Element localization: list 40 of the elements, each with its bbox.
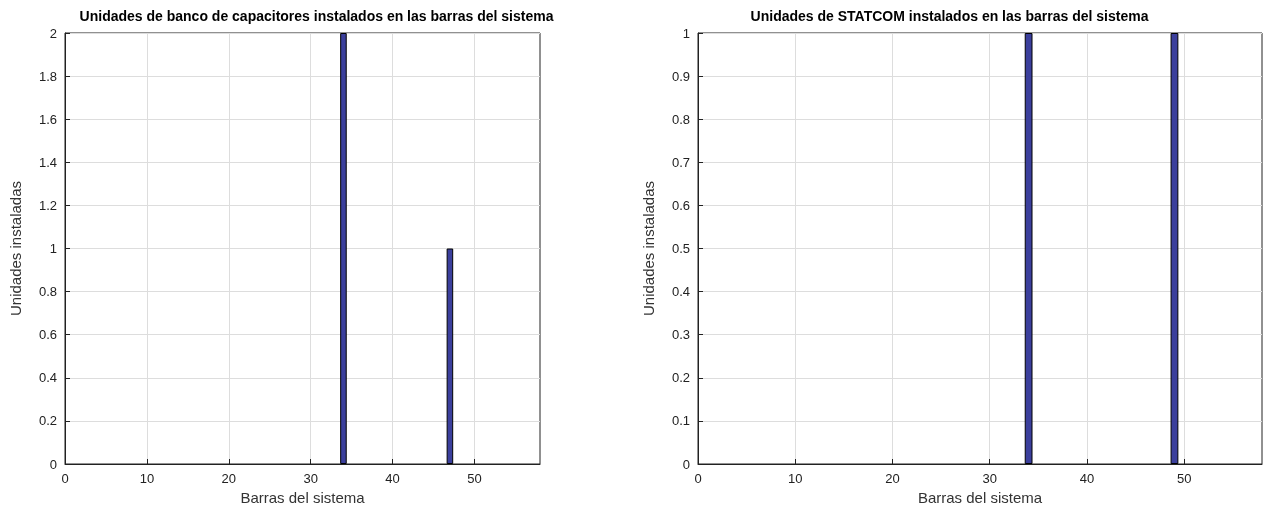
x-tick-label: 40 — [1079, 471, 1095, 486]
x-tick-label: 10 — [788, 471, 803, 486]
x-tick-label: 50 — [467, 471, 482, 486]
y-tick-label: 0.4 — [38, 370, 57, 386]
x-axis-title: Barras del sistema — [917, 489, 1043, 506]
y-tick-label: 0 — [682, 456, 690, 472]
x-tick-label: 40 — [385, 471, 400, 486]
y-tick-label: 0.6 — [671, 197, 690, 213]
x-tick-label: 50 — [1176, 471, 1192, 486]
y-tick-label: 2 — [49, 25, 57, 41]
x-tick-label: 20 — [221, 471, 237, 486]
y-tick-label: 1 — [49, 241, 57, 256]
x-tick-label: 0 — [61, 471, 69, 486]
y-tick-label: 0.1 — [671, 413, 690, 429]
x-tick-label: 30 — [303, 471, 318, 486]
y-tick-label: 0.7 — [671, 154, 690, 170]
x-tick-label: 0 — [694, 471, 702, 486]
y-tick-label: 1.6 — [38, 111, 57, 127]
x-tick-label: 30 — [982, 471, 997, 486]
y-tick-label: 0.2 — [671, 370, 690, 386]
y-tick-label: 1.4 — [38, 154, 57, 170]
y-tick-label: 0.9 — [671, 68, 690, 84]
x-tick-label: 20 — [885, 471, 900, 486]
y-tick-label: 1.2 — [38, 197, 57, 213]
y-tick-label: 0.6 — [38, 327, 57, 343]
y-axis-title: Unidades instaladas — [640, 180, 657, 317]
y-tick-label: 0.8 — [38, 284, 57, 300]
y-tick-label: 0 — [49, 456, 57, 472]
y-tick-label: 1.8 — [38, 68, 57, 84]
y-tick-label: 0.8 — [671, 111, 690, 127]
chart-title: Unidades de STATCOM instalados en las barras del sistema — [750, 8, 1149, 24]
y-tick-label: 0.2 — [38, 413, 57, 429]
y-tick-label: 0.5 — [671, 241, 690, 256]
chart-title: Unidades de banco de capacitores instalados en las barras del sistema — [79, 8, 554, 24]
y-tick-label: 0.3 — [671, 327, 690, 343]
x-axis-title: Barras del sistema — [240, 489, 366, 506]
y-tick-label: 0.4 — [671, 284, 690, 300]
x-tick-label: 10 — [139, 471, 155, 486]
y-tick-label: 1 — [682, 25, 690, 41]
y-axis-title: Unidades instaladas — [7, 180, 24, 317]
